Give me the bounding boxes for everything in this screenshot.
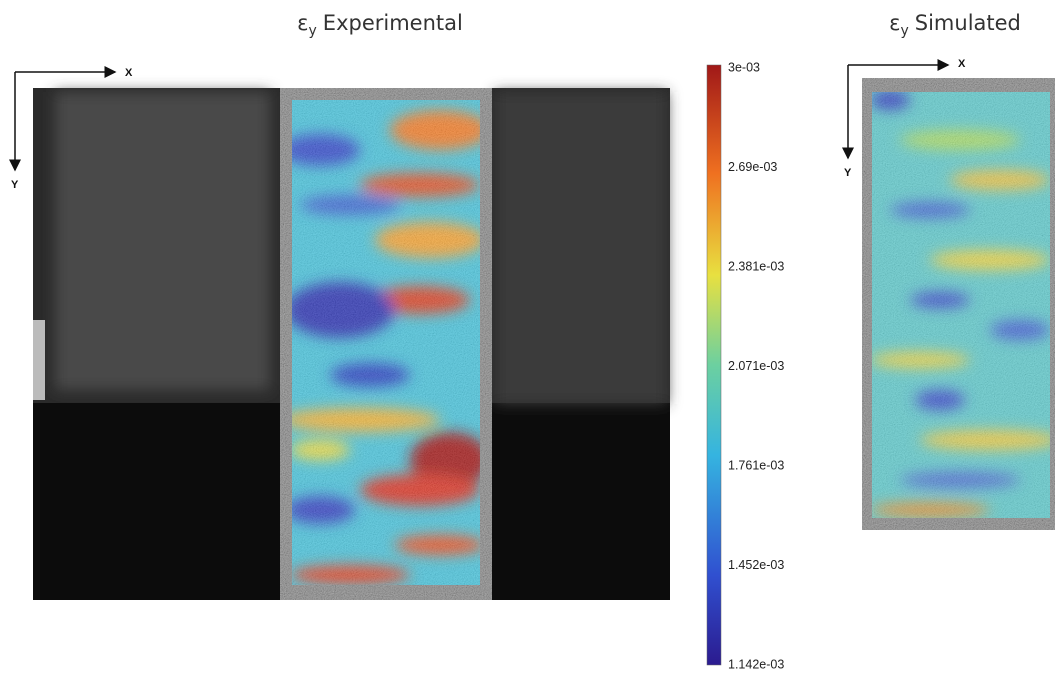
colorbar-label: 1.142e-03 [728,657,784,671]
colorbar-label: 2.071e-03 [728,359,784,373]
colorbar: 3e-03 2.69e-03 2.381e-03 2.071e-03 1.761e-03… [706,60,784,671]
colorbar-label: 2.69e-03 [728,160,777,174]
colorbar-label: 2.381e-03 [728,259,784,273]
axes-indicator: X Y X Y [9,58,966,191]
axis-label: Y [11,179,19,191]
axis-label: X [125,67,133,79]
colorbar-label: 3e-03 [728,60,760,74]
colorbar-label: 1.761e-03 [728,458,784,472]
colorbar-label: 1.452e-03 [728,558,784,572]
axis-label: Y [844,167,852,179]
simulated-image [862,78,1055,530]
experimental-image [33,88,670,600]
axis-label: X [958,58,966,70]
panel-title: εy Simulated [889,11,1021,39]
panel-title: εy Experimental [297,11,463,39]
